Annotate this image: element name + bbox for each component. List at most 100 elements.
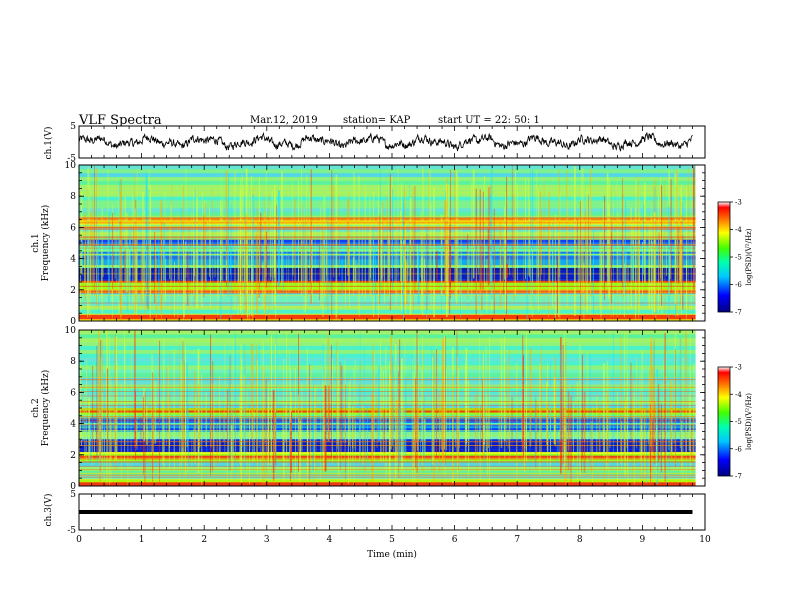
spec-streak bbox=[679, 337, 681, 448]
spec-streak bbox=[681, 214, 683, 280]
spec-streak bbox=[653, 266, 655, 291]
spec-streak bbox=[676, 169, 678, 316]
spec-streak bbox=[517, 182, 518, 281]
spec-streak bbox=[380, 221, 383, 283]
spec-streak bbox=[374, 350, 376, 463]
spec-streak bbox=[348, 237, 350, 309]
spec-streak bbox=[459, 410, 460, 448]
spec-streak bbox=[690, 196, 692, 312]
spec-streak bbox=[94, 165, 95, 295]
spec-streak bbox=[646, 403, 648, 484]
spec-streak bbox=[529, 347, 532, 447]
spec-streak bbox=[161, 398, 163, 466]
spec-streak bbox=[661, 411, 663, 468]
spec-streak bbox=[301, 168, 302, 296]
spec-streak bbox=[651, 216, 652, 310]
spec-row bbox=[79, 309, 705, 314]
spec-streak bbox=[441, 388, 442, 450]
spec-line bbox=[79, 222, 705, 224]
spec-streak bbox=[264, 371, 266, 444]
spec-line bbox=[79, 479, 705, 481]
spec-line bbox=[79, 226, 705, 228]
spec-streak bbox=[251, 221, 253, 317]
spec-streak bbox=[583, 263, 585, 321]
spec-streak bbox=[643, 407, 645, 482]
spec-streak bbox=[371, 393, 374, 482]
spec-streak bbox=[670, 179, 672, 294]
y-tick-label: 10 bbox=[65, 161, 77, 171]
spec-streak bbox=[205, 203, 207, 290]
spec-streak bbox=[144, 392, 146, 486]
spec-row bbox=[79, 297, 705, 302]
spec-streak bbox=[247, 232, 249, 321]
spec-streak bbox=[273, 253, 275, 278]
spec-streak bbox=[620, 336, 622, 452]
spec-streak bbox=[89, 211, 92, 282]
spec-streak bbox=[82, 403, 84, 442]
spec-streak bbox=[230, 425, 233, 460]
spec-streak bbox=[273, 401, 275, 459]
colorbar-scale bbox=[717, 201, 731, 313]
time-axis-label: Time (min) bbox=[367, 549, 417, 560]
spec-streak bbox=[180, 207, 182, 281]
y-tick-label: 5 bbox=[70, 490, 76, 500]
spec-streak bbox=[321, 399, 323, 458]
spec-streak bbox=[661, 404, 662, 473]
spec-streak bbox=[116, 361, 118, 453]
spec-streak bbox=[412, 431, 414, 448]
spec-streak bbox=[197, 382, 199, 450]
spec-line bbox=[79, 395, 705, 397]
x-tick-label: 9 bbox=[640, 535, 646, 545]
spec-streak bbox=[359, 382, 361, 444]
spec-streak bbox=[182, 234, 184, 321]
spec-streak bbox=[484, 422, 486, 445]
spec-streak bbox=[337, 378, 340, 477]
spec-streak bbox=[370, 217, 372, 299]
spec-streak bbox=[314, 215, 316, 289]
spec-line bbox=[79, 445, 705, 447]
spec-streak bbox=[682, 356, 684, 482]
spec-streak bbox=[420, 210, 422, 278]
spec-streak bbox=[679, 226, 681, 284]
spec-streak bbox=[584, 406, 585, 442]
spec-streak bbox=[188, 226, 190, 315]
spec-streak bbox=[413, 371, 415, 473]
spec-streak bbox=[268, 193, 270, 319]
spec-streak bbox=[631, 240, 634, 281]
spec-streak bbox=[350, 377, 351, 482]
colorbar-label: log(PSD)(V²/Hz) bbox=[745, 228, 753, 285]
spec-streak bbox=[457, 429, 459, 470]
spec-streak bbox=[505, 394, 507, 441]
spec-streak bbox=[395, 221, 397, 306]
spec-streak bbox=[623, 263, 625, 318]
spec-streak bbox=[220, 200, 221, 287]
spec-streak bbox=[689, 369, 692, 466]
figure-title: VLF Spectra bbox=[79, 113, 162, 128]
y-tick-label: 8 bbox=[70, 192, 76, 202]
spec-streak bbox=[79, 419, 80, 469]
spec-streak bbox=[554, 214, 556, 320]
spec-streak bbox=[532, 168, 534, 307]
spec-streak bbox=[548, 200, 549, 318]
spec-line bbox=[79, 384, 705, 386]
spec-streak bbox=[203, 215, 205, 298]
ch3-waveform-panel: -5 5 0 1 2 3 4 5 6 7 8 9 10 Time (min) bbox=[67, 490, 711, 560]
spec-streak bbox=[630, 362, 632, 444]
spec-streak bbox=[337, 352, 339, 444]
spec-streak bbox=[486, 394, 488, 462]
spec-streak bbox=[258, 221, 260, 283]
spec-streak bbox=[217, 221, 219, 300]
spec-streak bbox=[449, 372, 451, 454]
spec-streak bbox=[468, 405, 470, 451]
spec-streak bbox=[221, 205, 223, 280]
spec-streak bbox=[145, 172, 148, 307]
spec-line bbox=[79, 295, 705, 297]
spec-streak bbox=[685, 390, 687, 484]
spec-streak bbox=[382, 266, 384, 290]
spec-streak bbox=[362, 405, 364, 465]
spec-line bbox=[79, 455, 705, 457]
spec-streak bbox=[371, 413, 373, 455]
spec-streak bbox=[91, 428, 93, 466]
spec-streak bbox=[570, 395, 572, 486]
spec-streak bbox=[418, 407, 420, 442]
